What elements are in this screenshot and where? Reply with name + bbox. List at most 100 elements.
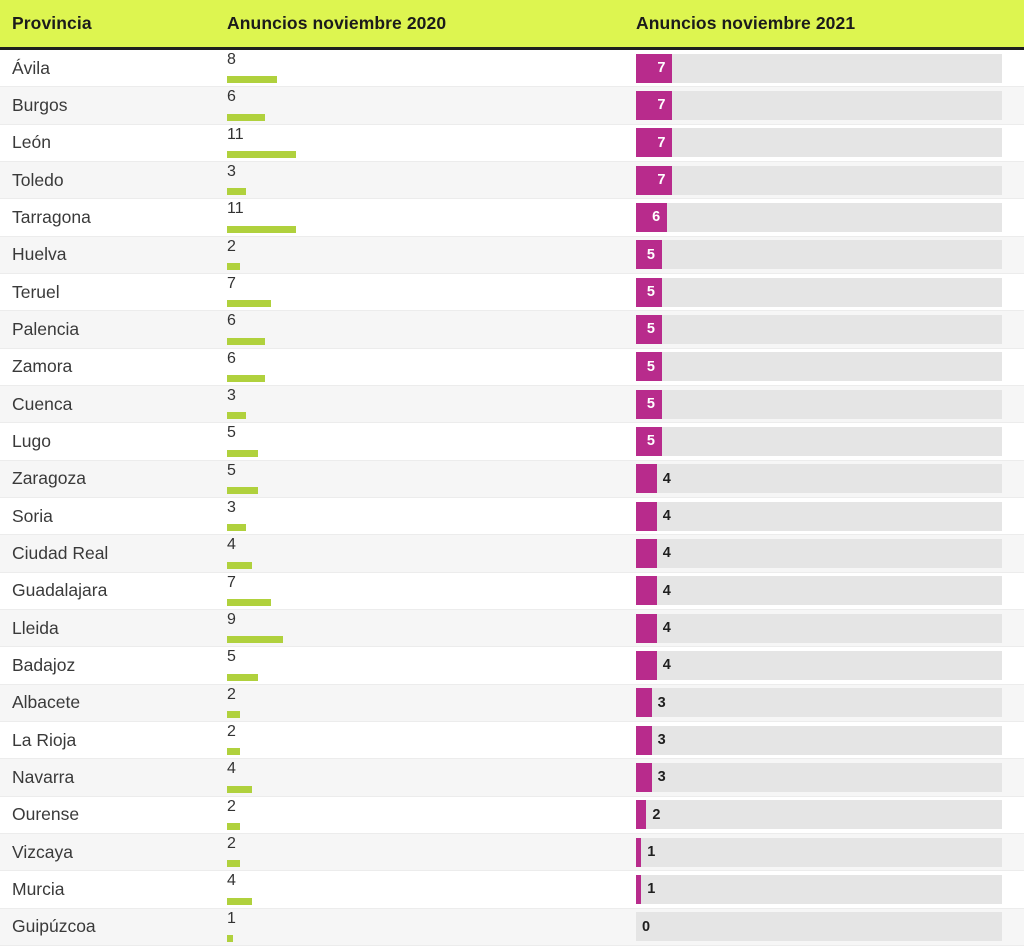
province-name: Lleida	[12, 617, 59, 638]
bar-track-2021: 4	[636, 650, 1002, 680]
row-spacer	[1002, 199, 1024, 235]
table-row: Albacete 2 3	[0, 684, 1024, 722]
cell-2020: 5	[227, 461, 636, 497]
bar-track-2021: 5	[636, 389, 1002, 419]
value-2020: 11	[227, 125, 244, 143]
value-2020: 2	[227, 834, 236, 852]
value-2020: 3	[227, 386, 236, 404]
column-header-provincia: Provincia	[12, 13, 92, 33]
table-row: Soria 3 4	[0, 497, 1024, 536]
cell-2021: 2	[636, 797, 1002, 833]
row-spacer	[1002, 535, 1024, 571]
cell-2020: 7	[227, 573, 636, 609]
value-2020: 4	[227, 760, 236, 778]
row-spacer	[1002, 349, 1024, 385]
row-spacer	[1002, 685, 1024, 721]
cell-2020: 3	[227, 498, 636, 534]
value-2020: 6	[227, 312, 236, 330]
cell-2021: 0	[636, 909, 1002, 945]
cell-2021: 5	[636, 311, 1002, 347]
bar-2020	[227, 524, 246, 532]
bar-2021	[636, 762, 652, 792]
cell-2021: 5	[636, 349, 1002, 385]
cell-2021: 7	[636, 87, 1002, 123]
cell-2020: 8	[227, 50, 636, 86]
bar-2021	[636, 501, 657, 531]
row-spacer	[1002, 722, 1024, 758]
table-body: Ávila 8 7 Burgos 6 7 León 11 7 Toledo 3 7 Tarragona 1…	[0, 50, 1024, 946]
cell-2021: 7	[636, 162, 1002, 198]
bar-2020	[227, 412, 246, 420]
bar-2021: 7	[636, 128, 673, 158]
column-header-2021: Anuncios noviembre 2021	[636, 13, 856, 33]
cell-2020: 6	[227, 349, 636, 385]
bar-2021	[636, 837, 642, 867]
bar-2020	[227, 300, 271, 308]
value-2021: 3	[657, 732, 666, 749]
table-row: Lleida 9 4	[0, 609, 1024, 648]
table-row: Tarragona 11 6	[0, 199, 1024, 237]
bar-2021: 5	[636, 314, 662, 344]
table-row: Teruel 7 5	[0, 273, 1024, 312]
value-2020: 7	[227, 274, 236, 292]
bar-2021: 7	[636, 53, 673, 83]
value-2020: 6	[227, 88, 236, 106]
cell-2020: 2	[227, 722, 636, 758]
bar-track-2021: 5	[636, 426, 1002, 456]
cell-2020: 6	[227, 311, 636, 347]
cell-2021: 4	[636, 610, 1002, 646]
value-2020: 6	[227, 349, 236, 367]
bar-2020	[227, 150, 296, 158]
bar-2021: 7	[636, 165, 673, 195]
bar-2020	[227, 934, 234, 942]
table-row: Navarra 4 3	[0, 759, 1024, 797]
value-2020: 2	[227, 722, 236, 740]
bar-2021: 5	[636, 426, 662, 456]
province-name: Burgos	[12, 94, 68, 115]
table-row: Toledo 3 7	[0, 161, 1024, 200]
bar-track-2021: 6	[636, 202, 1002, 232]
bar-track-2021: 7	[636, 90, 1002, 120]
value-2020: 2	[227, 237, 236, 255]
cell-2020: 4	[227, 535, 636, 571]
bar-track-2021: 7	[636, 53, 1002, 83]
bar-2021: 6	[636, 202, 668, 232]
bar-2021	[636, 688, 652, 718]
bar-2021: 5	[636, 389, 662, 419]
cell-2020: 3	[227, 386, 636, 422]
bar-2020	[227, 113, 265, 121]
value-2021: 5	[646, 246, 655, 263]
row-spacer	[1002, 386, 1024, 422]
bar-2020	[227, 337, 265, 345]
table-row: Palencia 6 5	[0, 311, 1024, 349]
bar-2020	[227, 860, 240, 868]
table-header: Provincia Anuncios noviembre 2020 Anunci…	[0, 0, 1024, 50]
bar-2021	[636, 538, 657, 568]
value-2021: 5	[646, 321, 655, 338]
province-name: Navarra	[12, 766, 75, 787]
table-row: Burgos 6 7	[0, 87, 1024, 125]
value-2021: 7	[657, 134, 666, 151]
province-name: La Rioja	[12, 729, 77, 750]
cell-2020: 4	[227, 871, 636, 907]
bar-2021	[636, 650, 657, 680]
bar-2020	[227, 188, 246, 196]
row-spacer	[1002, 610, 1024, 646]
value-2020: 3	[227, 498, 236, 516]
bar-2021	[636, 874, 642, 904]
bar-2021: 5	[636, 352, 662, 382]
province-name: Guadalajara	[12, 580, 108, 601]
cell-2020: 2	[227, 685, 636, 721]
cell-2021: 1	[636, 871, 1002, 907]
province-name: Murcia	[12, 878, 65, 899]
province-name: Palencia	[12, 318, 80, 339]
bar-track-2021: 4	[636, 538, 1002, 568]
value-2021: 4	[662, 470, 671, 487]
value-2021: 5	[646, 433, 655, 450]
province-name: Vizcaya	[12, 841, 73, 862]
province-name: Guipúzcoa	[12, 916, 96, 937]
row-spacer	[1002, 647, 1024, 683]
cell-2020: 2	[227, 237, 636, 273]
row-spacer	[1002, 573, 1024, 609]
bar-track-2021: 7	[636, 128, 1002, 158]
